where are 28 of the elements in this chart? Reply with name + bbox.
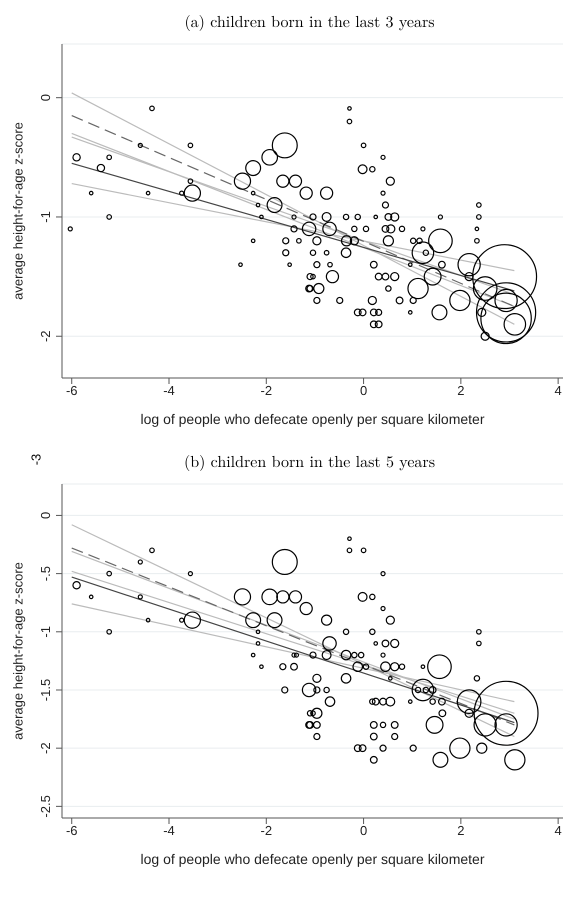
x-tick-label: -6 <box>66 823 78 838</box>
x-tick-label: -2 <box>260 823 272 838</box>
y-tick-label: -1.5 <box>38 678 53 702</box>
x-tick-label: 2 <box>457 823 464 838</box>
x-axis-title: log of people who defecate openly per square kilometer <box>140 851 485 867</box>
x-tick-label: -6 <box>66 383 78 398</box>
x-axis-title: log of people who defecate openly per square kilometer <box>140 411 485 427</box>
y-tick-label: -2 <box>38 742 53 754</box>
y-axis-title: average height-for-age z-score <box>10 562 26 740</box>
y-tick-label: -1 <box>38 626 53 638</box>
x-tick-label: -2 <box>260 383 272 398</box>
y-tick-label: -.5 <box>38 566 53 582</box>
y-tick-label: -1 <box>38 211 53 223</box>
x-tick-label: 0 <box>360 383 368 398</box>
x-tick-label: 2 <box>457 383 464 398</box>
x-tick-label: 4 <box>554 383 562 398</box>
x-tick-label: 4 <box>554 823 562 838</box>
text: -3 <box>28 454 44 466</box>
y-tick-label: -2.5 <box>38 795 53 818</box>
x-tick-label: -4 <box>163 823 175 838</box>
chart-title: (b) children born in the last 5 years <box>183 448 436 474</box>
chart-title: (a) children born in the last 3 years <box>183 8 436 34</box>
y-axis-title: average height-for-age z-score <box>10 122 26 300</box>
y-tick-label: -2 <box>38 330 53 342</box>
x-tick-label: -4 <box>163 383 175 398</box>
y-tick-label: 0 <box>38 94 53 102</box>
y-tick-label: 0 <box>38 512 53 520</box>
x-tick-label: 0 <box>360 823 368 838</box>
